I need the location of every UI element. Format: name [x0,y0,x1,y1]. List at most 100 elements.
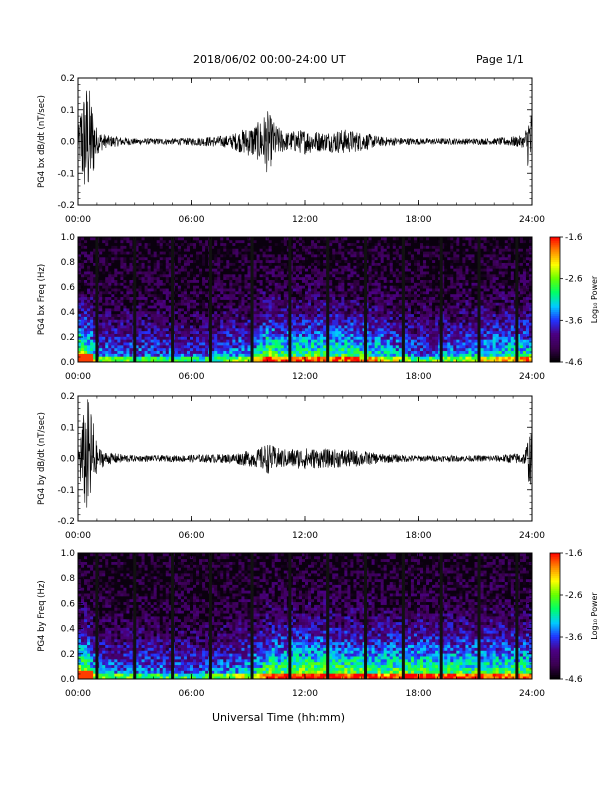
spectrogram-cell [135,356,139,360]
spectrogram-cell [323,265,327,269]
spectrogram-cell [329,299,333,303]
spectrogram-cell [220,319,224,323]
spectrogram-cell [247,310,251,315]
spectrogram-cell [308,316,312,320]
spectrogram-cell [292,347,297,352]
spectrogram-cell [126,336,130,340]
spectrogram-cell [102,316,106,320]
spectrogram-cell [398,327,403,332]
spectrogram-cell [392,265,397,269]
spectrogram-cell [99,271,103,275]
spectrogram-cell [344,327,348,332]
spectrogram-cell [317,350,321,354]
spectrogram-cell [232,313,236,317]
spectrogram-cell [138,259,142,263]
spectrogram-cell [244,299,248,303]
spectrogram-cell [84,248,88,252]
spectrogram-cell [123,276,127,281]
spectrogram-cell [180,245,185,249]
spectrogram-cell [317,325,321,329]
spectrogram-cell [144,293,149,298]
spectrogram-cell [223,242,227,246]
spectrogram-cell [301,359,306,363]
spectrogram-cell [150,302,155,306]
spectrogram-cell [350,290,354,295]
spectrogram-cell [274,302,279,306]
spectrogram-cell [211,271,215,275]
spectrogram-cell [320,313,324,317]
spectrogram-cell [392,319,397,323]
spectrogram-cell [371,273,376,278]
spectrogram-cell [274,290,279,295]
spectrogram-cell [283,259,288,263]
spectrogram-cell [271,333,276,337]
spectrogram-cell [111,319,115,323]
spectrogram-cell [268,237,273,241]
spectrogram-cell [120,333,124,337]
spectrogram-cell [329,353,333,357]
spectrogram-cell [238,310,242,315]
spectrogram-cell [211,359,215,363]
spectrogram-cell [386,245,391,249]
spectrogram-cell [205,342,209,346]
spectrogram-cell [407,353,412,357]
spectrogram-cell [380,322,385,326]
spectrogram-cell [193,237,197,241]
spectrogram-cell [159,248,164,252]
spectrogram-cell [407,288,412,292]
spectrogram-cell [241,353,245,357]
spectrogram-cell [117,282,121,286]
spectrogram-cell [262,322,267,326]
spectrogram-cell [317,344,321,349]
spectrogram-cell [241,327,245,332]
spectrogram-cell [150,248,155,252]
spectrogram-cell [311,276,315,281]
spectrogram-cell [226,305,230,309]
spectrogram-cell [305,299,309,303]
spectrogram-cell [295,256,300,261]
spectrogram-cell [238,276,242,281]
spectrogram-cell [144,268,149,272]
spectrogram-cell [138,302,142,306]
spectrogram-cell [247,279,251,283]
spectrogram-cell [135,347,139,352]
spectrogram-cell [78,322,82,326]
spectrogram-cell [356,302,360,306]
spectrogram-cell [398,285,403,289]
spectrogram-cell [392,290,397,295]
spectrogram-cell [256,299,260,303]
spectrogram-cell [323,290,327,295]
spectrogram-cell [320,251,324,255]
spectrogram-cell [147,353,152,357]
spectrogram-cell [102,302,106,306]
spectrogram-cell [271,237,276,241]
spectrogram-cell [156,268,161,272]
spectrogram-cell [377,265,382,269]
spectrogram-cell [90,279,94,283]
spectrogram-cell [256,262,260,266]
spectrogram-cell [359,316,363,320]
spectrogram-cell [150,288,155,292]
spectrogram-cell [283,279,288,283]
spectrogram-cell [329,310,333,315]
spectrogram-cell [262,262,267,266]
spectrogram-cell [383,330,388,334]
spectrogram-cell [262,282,267,286]
spectrogram-cell [183,316,188,320]
spectrogram-cell [87,327,91,332]
spectrogram-cell [84,302,88,306]
spectrogram-cell [338,336,342,340]
spectrogram-cell [320,273,324,278]
spectrogram-cell [235,344,239,349]
spectrogram-cell [241,350,245,354]
spectrogram-cell [335,316,339,320]
spectrogram-cell [177,330,182,334]
spectrogram-cell [311,336,315,340]
spectrogram-cell [223,302,227,306]
spectrogram-cell [329,239,333,244]
spectrogram-cell [314,302,318,306]
spectrogram-cell [223,305,227,309]
spectrogram-cell [138,347,142,352]
spectrogram-cell [317,356,321,360]
spectrogram-cell [117,262,121,266]
